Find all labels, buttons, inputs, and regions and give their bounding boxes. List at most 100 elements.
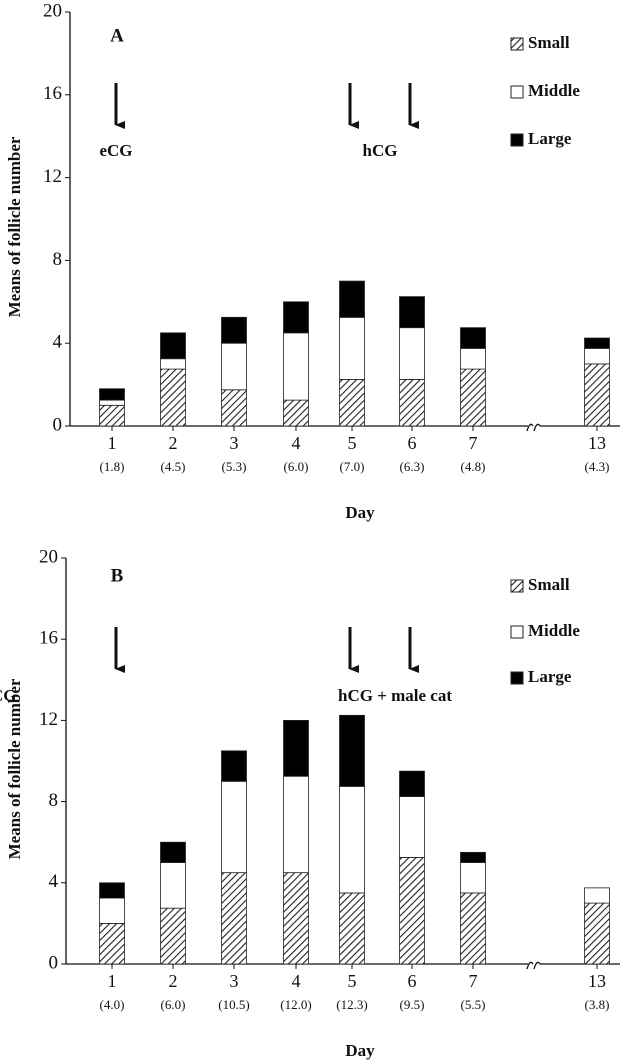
bar-segment (584, 347, 610, 365)
y-tick-label: 8 (53, 249, 63, 270)
total-label: (4.3) (585, 459, 610, 474)
annotation: hCG (363, 141, 398, 160)
bar-segment (221, 342, 247, 391)
bar-segment (283, 332, 309, 401)
bar-segment (339, 379, 365, 427)
bar-segment (460, 851, 486, 863)
bar-segment (99, 897, 125, 924)
panel-label: B (111, 565, 124, 586)
legend-label: Large (528, 667, 572, 686)
bar-segment (160, 368, 186, 427)
x-tick-label: 3 (230, 971, 239, 991)
x-tick-label: 7 (469, 971, 478, 991)
legend-swatch (510, 37, 524, 51)
x-tick-label: 5 (348, 433, 357, 453)
legend-label: Middle (528, 81, 580, 100)
legend-label: Small (528, 33, 570, 52)
panel-label: A (110, 25, 124, 46)
y-tick-label: 16 (43, 83, 62, 104)
y-tick-label: 0 (53, 414, 63, 435)
y-tick-label: 20 (39, 546, 58, 567)
legend-swatch (510, 133, 524, 147)
bar-segment (399, 796, 425, 858)
x-tick-label: 2 (169, 971, 178, 991)
total-label: (1.8) (100, 459, 125, 474)
annotation: eCG (99, 141, 132, 160)
bar-segment (221, 872, 247, 965)
y-tick-label: 0 (49, 952, 59, 973)
bar-segment (99, 399, 125, 406)
bar-segment (99, 923, 125, 965)
total-label: (3.8) (585, 997, 610, 1012)
bar-segment (99, 404, 125, 427)
bar-segment (399, 857, 425, 965)
legend-swatch (510, 671, 524, 685)
total-label: (6.3) (400, 459, 425, 474)
x-tick-label: 6 (408, 433, 417, 453)
total-label: (6.0) (284, 459, 309, 474)
y-axis-label: Means of follicle number (5, 136, 24, 317)
y-tick-label: 12 (43, 166, 62, 187)
x-tick-label: 6 (408, 971, 417, 991)
y-tick-label: 4 (53, 332, 63, 353)
x-tick-label: 1 (108, 971, 117, 991)
axis-break (526, 423, 541, 432)
total-label: (4.0) (100, 997, 125, 1012)
x-tick-label: 13 (588, 971, 606, 991)
y-axis-label: Means of follicle number (5, 678, 24, 859)
bar-segment (283, 775, 309, 874)
x-tick-label: 4 (292, 971, 301, 991)
bar-segment (221, 316, 247, 344)
total-label: (12.0) (280, 997, 311, 1012)
bar-segment (160, 862, 186, 909)
bar-segment (221, 750, 247, 782)
total-label: (4.5) (161, 459, 186, 474)
bar-segment (339, 714, 365, 787)
bar-segment (99, 882, 125, 899)
y-tick-label: 8 (49, 790, 59, 811)
total-label: (5.5) (461, 997, 486, 1012)
x-tick-label: 4 (292, 433, 301, 453)
bar-segment (460, 327, 486, 349)
bar-segment (99, 388, 125, 401)
bar-segment (339, 892, 365, 965)
bar-segment (399, 770, 425, 797)
legend-label: Small (528, 575, 570, 594)
bar-segment (460, 347, 486, 370)
bar-segment (399, 379, 425, 427)
bar-segment (584, 337, 610, 349)
total-label: (12.3) (336, 997, 367, 1012)
total-label: (4.8) (461, 459, 486, 474)
bar-segment (283, 872, 309, 965)
y-tick-label: 4 (49, 871, 59, 892)
annotation: hCG + male cat (338, 686, 452, 705)
axis-break-gap (528, 956, 540, 972)
x-axis-label: Day (345, 503, 375, 522)
bar-segment (584, 902, 610, 965)
y-tick-label: 16 (39, 628, 58, 649)
bar-segment (399, 296, 425, 329)
bar-segment (221, 389, 247, 427)
legend-label: Middle (528, 621, 580, 640)
bar-segment (160, 907, 186, 965)
legend-swatch (510, 625, 524, 639)
bar-segment (584, 363, 610, 427)
total-label: (9.5) (400, 997, 425, 1012)
x-tick-label: 7 (469, 433, 478, 453)
legend-swatch (510, 85, 524, 99)
bar-segment (584, 887, 610, 904)
x-tick-label: 2 (169, 433, 178, 453)
total-label: (7.0) (340, 459, 365, 474)
x-axis-label: Day (345, 1041, 375, 1060)
bar-segment (160, 841, 186, 863)
x-tick-label: 1 (108, 433, 117, 453)
bar-segment (460, 892, 486, 965)
y-tick-label: 12 (39, 709, 58, 730)
total-label: (6.0) (161, 997, 186, 1012)
bar-segment (460, 368, 486, 427)
legend-label: Large (528, 129, 572, 148)
bar-segment (221, 780, 247, 874)
total-label: (10.5) (218, 997, 249, 1012)
bar-segment (460, 862, 486, 894)
